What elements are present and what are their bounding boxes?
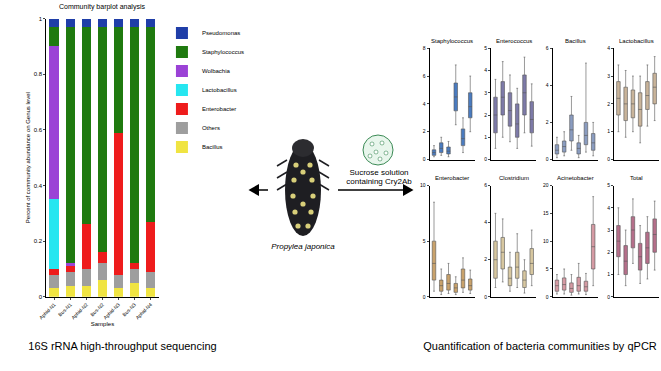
svg-text:4: 4 <box>423 101 426 107</box>
svg-text:0.6: 0.6 <box>34 127 43 133</box>
svg-text:Enterococcus: Enterococcus <box>496 38 532 44</box>
svg-text:Enterobacter: Enterobacter <box>435 175 469 181</box>
svg-text:6: 6 <box>484 182 487 188</box>
svg-text:4: 4 <box>484 67 487 73</box>
svg-text:8: 8 <box>423 45 426 51</box>
svg-text:10: 10 <box>543 238 549 244</box>
svg-text:Aphid-N1: Aphid-N1 <box>38 301 57 320</box>
svg-text:0: 0 <box>607 294 610 300</box>
svg-text:4: 4 <box>484 219 487 225</box>
svg-text:15: 15 <box>543 210 549 216</box>
svg-text:0.4: 0.4 <box>34 183 43 189</box>
svg-text:Lactobacillus: Lactobacillus <box>202 87 237 93</box>
svg-text:Others: Others <box>202 125 220 131</box>
html-text:Sucrose solution containing Cr: Sucrose solution containing Cry2Ab <box>346 168 412 186</box>
svg-text:1: 1 <box>484 134 487 140</box>
svg-text:0: 0 <box>546 156 549 162</box>
svg-text:Community barplot analysis: Community barplot analysis <box>59 3 145 11</box>
svg-text:Staphylococcus: Staphylococcus <box>431 38 473 44</box>
svg-text:Acinetobacter: Acinetobacter <box>557 175 594 181</box>
svg-text:0: 0 <box>423 156 426 162</box>
svg-text:3: 3 <box>484 90 487 96</box>
svg-text:2: 2 <box>484 256 487 262</box>
svg-text:6: 6 <box>546 45 549 51</box>
svg-text:0.8: 0.8 <box>34 71 43 77</box>
html-text:Propylea japonica: Propylea japonica <box>271 242 335 251</box>
svg-text:Enterobacter: Enterobacter <box>202 106 236 112</box>
svg-text:2: 2 <box>607 101 610 107</box>
svg-text:Bus-N3: Bus-N3 <box>121 301 137 317</box>
svg-text:6: 6 <box>423 73 426 79</box>
svg-text:1: 1 <box>607 271 610 277</box>
svg-text:0: 0 <box>607 156 610 162</box>
svg-text:0: 0 <box>423 294 426 300</box>
html-text:Quantification of bacteria com: Quantification of bacteria communities b… <box>423 340 657 352</box>
svg-text:10: 10 <box>420 182 426 188</box>
svg-text:Percent of community abundance: Percent of community abundance on Genus … <box>25 92 31 223</box>
svg-text:Staphylococcus: Staphylococcus <box>202 49 244 55</box>
svg-text:2: 2 <box>546 119 549 125</box>
svg-text:2: 2 <box>607 249 610 255</box>
svg-text:Total: Total <box>630 175 643 181</box>
svg-text:5: 5 <box>423 238 426 244</box>
svg-text:Bacillus: Bacillus <box>202 144 223 150</box>
svg-text:2: 2 <box>423 128 426 134</box>
svg-text:5: 5 <box>546 266 549 272</box>
svg-text:4: 4 <box>546 82 549 88</box>
svg-text:Aphid-N2: Aphid-N2 <box>70 301 89 320</box>
svg-text:1: 1 <box>607 128 610 134</box>
svg-text:4: 4 <box>607 205 610 211</box>
svg-text:3: 3 <box>607 73 610 79</box>
svg-text:Aphid-N4: Aphid-N4 <box>134 301 153 320</box>
svg-text:Wolbachia: Wolbachia <box>202 68 231 74</box>
svg-text:3: 3 <box>607 227 610 233</box>
svg-text:0: 0 <box>484 294 487 300</box>
svg-text:Bus-N2: Bus-N2 <box>89 301 105 317</box>
svg-text:0.2: 0.2 <box>34 238 43 244</box>
svg-text:4: 4 <box>607 45 610 51</box>
svg-text:20: 20 <box>543 182 549 188</box>
svg-text:Pseudomonas: Pseudomonas <box>202 30 240 36</box>
svg-text:0: 0 <box>484 156 487 162</box>
svg-text:Clostridium: Clostridium <box>499 175 529 181</box>
svg-text:1: 1 <box>39 16 43 22</box>
svg-text:2: 2 <box>484 112 487 118</box>
svg-text:Samples: Samples <box>91 321 114 327</box>
svg-text:5: 5 <box>484 45 487 51</box>
svg-text:Aphid-N3: Aphid-N3 <box>102 301 121 320</box>
svg-text:Lactobacillus: Lactobacillus <box>619 38 654 44</box>
html-text:16S rRNA high-throughput seque: 16S rRNA high-throughput sequencing <box>28 340 217 352</box>
svg-text:0: 0 <box>546 294 549 300</box>
svg-text:5: 5 <box>607 182 610 188</box>
svg-text:Bus-N1: Bus-N1 <box>57 301 73 317</box>
svg-text:Bacillus: Bacillus <box>565 38 586 44</box>
svg-text:0: 0 <box>39 294 43 300</box>
